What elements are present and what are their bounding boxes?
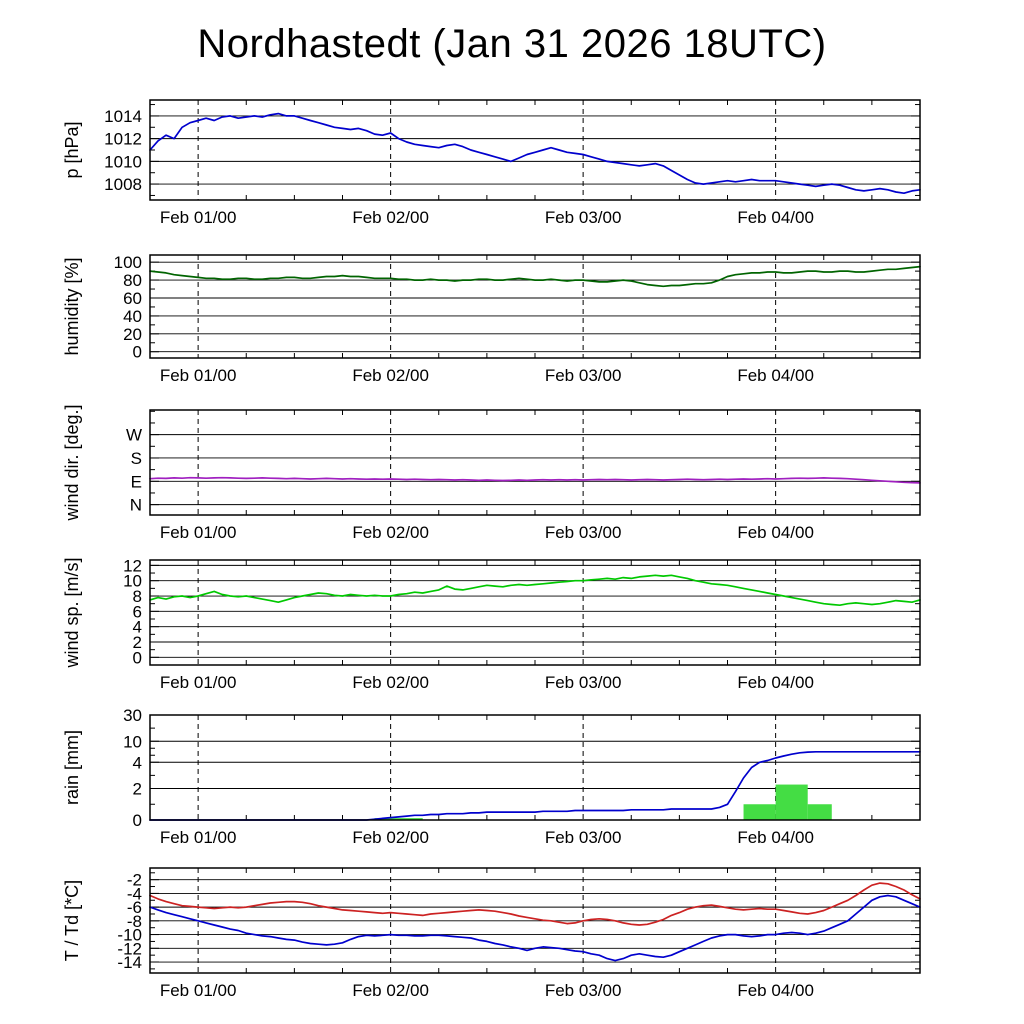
y-tick-label: -8: [127, 912, 142, 931]
y-tick-label: 30: [123, 706, 142, 725]
panel-border: [149, 559, 921, 666]
x-tick-label: Feb 02/00: [352, 673, 429, 692]
y-tick-label: 8: [133, 587, 142, 606]
humidity-axis-label: humidity [%]: [62, 257, 82, 355]
rain-bar: [807, 804, 832, 820]
y-tick-label: 60: [123, 289, 142, 308]
temperature-axis-label: T / Td [*C]: [62, 880, 82, 961]
panel-border: [149, 254, 921, 359]
panel-pressure: 1008 1010 1012 1014 Feb 01/00 Feb 02/00 Feb 03…: [62, 99, 921, 227]
x-tick-label: Feb 03/00: [545, 981, 622, 1000]
x-tick-label: Feb 01/00: [160, 828, 237, 847]
wind-direction-axis-label: wind dir. [deg.]: [62, 404, 82, 521]
rain-bar: [775, 784, 808, 820]
y-tick-label: 4: [133, 618, 142, 637]
y-tick-label: 0: [133, 343, 142, 362]
x-tick-label: Feb 04/00: [737, 208, 814, 227]
x-tick-label: Feb 04/00: [737, 981, 814, 1000]
y-tick-label: 10: [123, 732, 142, 751]
y-tick-label: S: [131, 449, 142, 468]
x-tick-label: Feb 01/00: [160, 366, 237, 385]
x-tick-label: Feb 03/00: [545, 366, 622, 385]
pressure-line: [149, 112, 921, 195]
x-tick-label: Feb 01/00: [160, 981, 237, 1000]
y-tick-label: -4: [127, 884, 142, 903]
wind-speed-line: [149, 574, 921, 607]
y-tick-label: 12: [123, 556, 142, 575]
y-tick-label: 2: [133, 780, 142, 799]
x-tick-label: Feb 03/00: [545, 673, 622, 692]
panel-rain: 0 2 4 10 30 Feb 01/00 Feb 02/00 Feb 03/00 Feb 04…: [62, 706, 921, 847]
x-tick-label: Feb 01/00: [160, 208, 237, 227]
panel-border: [149, 409, 921, 516]
wind-direction-line: [149, 476, 921, 484]
y-tick-label: -14: [117, 953, 142, 972]
temperature-line: [149, 882, 921, 926]
x-tick-label: Feb 02/00: [352, 981, 429, 1000]
y-tick-label: 1008: [104, 175, 142, 194]
x-tick-label: Feb 04/00: [737, 366, 814, 385]
x-tick-label: Feb 04/00: [737, 523, 814, 542]
rain-axis-label: rain [mm]: [62, 730, 82, 805]
x-tick-label: Feb 02/00: [352, 523, 429, 542]
y-tick-label: 40: [123, 307, 142, 326]
pressure-axis-label: p [hPa]: [62, 121, 82, 178]
dew-point-line: [149, 894, 921, 962]
y-tick-label: -6: [127, 898, 142, 917]
y-tick-label: W: [126, 426, 142, 445]
y-tick-label: N: [130, 496, 142, 515]
x-tick-label: Feb 03/00: [545, 828, 622, 847]
x-tick-label: Feb 04/00: [737, 828, 814, 847]
page-title: Nordhastedt (Jan 31 2026 18UTC): [197, 22, 827, 66]
x-tick-label: Feb 01/00: [160, 523, 237, 542]
y-tick-label: 2: [133, 633, 142, 652]
x-tick-label: Feb 03/00: [545, 523, 622, 542]
panel-border: [149, 867, 921, 974]
humidity-line: [149, 265, 921, 288]
y-tick-label: -10: [117, 926, 142, 945]
x-tick-label: Feb 02/00: [352, 366, 429, 385]
panel-border: [149, 99, 921, 201]
y-tick-label: 0: [133, 648, 142, 667]
rain-bar: [374, 818, 423, 820]
y-tick-label: 100: [114, 253, 142, 272]
y-tick-label: -12: [117, 939, 142, 958]
y-tick-label: 6: [133, 602, 142, 621]
y-tick-label: 20: [123, 325, 142, 344]
x-tick-label: Feb 04/00: [737, 673, 814, 692]
y-tick-label: 0: [133, 811, 142, 830]
y-tick-label: 1010: [104, 152, 142, 171]
panel-temperature: -14-12-10-8-6-4-2 Feb 01/00 Feb 02/00 Feb 0…: [62, 867, 921, 1000]
y-tick-label: 1012: [104, 130, 142, 149]
wind-speed-axis-label: wind sp. [m/s]: [62, 557, 82, 668]
x-tick-label: Feb 03/00: [545, 208, 622, 227]
x-tick-label: Feb 02/00: [352, 828, 429, 847]
rain-bar: [743, 804, 776, 820]
y-tick-label: -2: [127, 871, 142, 890]
x-tick-label: Feb 01/00: [160, 673, 237, 692]
y-tick-label: 10: [123, 572, 142, 591]
y-tick-label: E: [131, 472, 142, 491]
y-tick-label: 4: [133, 753, 142, 772]
x-tick-label: Feb 02/00: [352, 208, 429, 227]
y-tick-label: 1014: [104, 107, 142, 126]
y-tick-label: 80: [123, 271, 142, 290]
panel-border: [149, 714, 921, 821]
